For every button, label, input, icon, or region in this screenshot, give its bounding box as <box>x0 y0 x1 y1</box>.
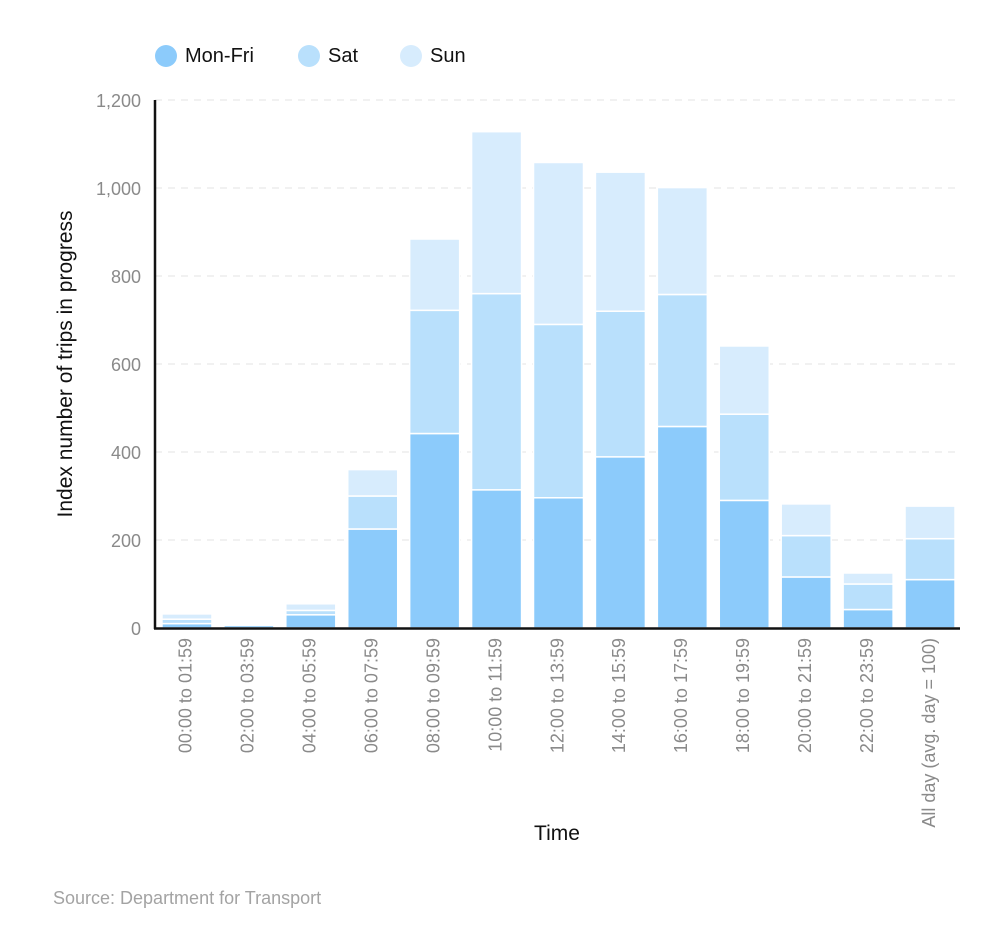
bar-sun-6[interactable] <box>470 130 523 295</box>
x-tick-label: 14:00 to 15:59 <box>609 638 629 753</box>
y-tick-label: 800 <box>111 267 141 287</box>
bar-sat-6[interactable] <box>470 292 523 491</box>
y-tick-label: 400 <box>111 443 141 463</box>
bar-mon-fri-3[interactable] <box>285 614 337 629</box>
bar-sat-13[interactable] <box>904 537 956 581</box>
bar-sun-10[interactable] <box>718 345 771 415</box>
y-axis-title: Index number of trips in progress <box>54 211 77 518</box>
bar-mon-fri-7[interactable] <box>532 497 585 629</box>
bar-mon-fri-6[interactable] <box>470 489 523 629</box>
bar-mon-fri-13[interactable] <box>904 578 956 629</box>
x-tick-label: 12:00 to 13:59 <box>547 638 567 753</box>
legend-label-mon-fri: Mon-Fri <box>185 44 254 67</box>
bar-sat-4[interactable] <box>346 495 399 530</box>
bar-sat-9[interactable] <box>656 293 709 428</box>
y-tick-label: 600 <box>111 355 141 375</box>
bar-mon-fri-11[interactable] <box>780 576 832 629</box>
bar-sun-9[interactable] <box>656 186 709 296</box>
bar-mon-fri-10[interactable] <box>718 499 771 629</box>
x-tick-label: 00:00 to 01:59 <box>176 638 196 753</box>
legend-label-sun: Sun <box>430 44 466 67</box>
bar-sat-7[interactable] <box>532 323 585 499</box>
bar-mon-fri-5[interactable] <box>408 432 461 629</box>
bar-sun-4[interactable] <box>346 468 399 497</box>
bar-sat-5[interactable] <box>408 309 461 435</box>
y-tick-labels: 0 200 400 600 800 1,000 1,200 <box>96 91 141 639</box>
bar-sun-2[interactable] <box>223 621 275 625</box>
legend-swatch-sun <box>400 45 422 67</box>
y-tick-label: 1,000 <box>96 179 141 199</box>
legend-item-sat[interactable]: Sat <box>298 42 358 70</box>
bar-sat-10[interactable] <box>718 413 771 502</box>
source-note: Source: Department for Transport <box>53 888 322 908</box>
bar-sun-12[interactable] <box>842 572 894 585</box>
bar-sun-1[interactable] <box>161 613 213 620</box>
bar-sun-5[interactable] <box>408 238 461 312</box>
bar-sat-12[interactable] <box>842 583 894 611</box>
gridlines <box>155 99 960 541</box>
y-tick-label: 0 <box>131 619 141 639</box>
bar-sun-7[interactable] <box>532 161 585 326</box>
bar-mon-fri-4[interactable] <box>346 528 399 629</box>
y-tick-label: 1,200 <box>96 91 141 111</box>
bar-sun-8[interactable] <box>594 171 647 312</box>
x-tick-label: 06:00 to 07:59 <box>361 638 381 753</box>
x-tick-label: 18:00 to 19:59 <box>733 638 753 753</box>
bar-mon-fri-8[interactable] <box>594 456 647 629</box>
x-tick-label: 04:00 to 05:59 <box>300 638 320 753</box>
bars <box>161 130 956 629</box>
x-tick-label: 08:00 to 09:59 <box>423 638 443 753</box>
legend-swatch-mon-fri <box>155 45 177 67</box>
y-tick-label: 200 <box>111 531 141 551</box>
legend-swatch-sat <box>298 45 320 67</box>
axes <box>153 100 960 630</box>
x-tick-label: All day (avg. day = 100) <box>919 638 939 828</box>
bar-mon-fri-12[interactable] <box>842 608 894 629</box>
legend-item-sun[interactable]: Sun <box>400 42 466 70</box>
x-tick-label: 02:00 to 03:59 <box>238 638 258 753</box>
bar-sun-13[interactable] <box>904 505 956 540</box>
x-tick-label: 22:00 to 23:59 <box>857 638 877 753</box>
bar-sat-11[interactable] <box>780 534 832 578</box>
x-axis-title: Time <box>534 822 580 845</box>
bar-mon-fri-9[interactable] <box>656 425 709 629</box>
x-tick-labels: 00:00 to 01:59 02:00 to 03:59 04:00 to 05:… <box>176 638 939 828</box>
legend-label-sat: Sat <box>328 44 359 67</box>
x-tick-label: 10:00 to 11:59 <box>485 638 505 752</box>
bar-sun-11[interactable] <box>780 503 832 537</box>
legend-item-mon-fri[interactable]: Mon-Fri <box>155 42 254 70</box>
x-tick-label: 20:00 to 21:59 <box>795 638 815 753</box>
bar-sat-8[interactable] <box>594 310 647 458</box>
bar-sun-3[interactable] <box>285 603 337 612</box>
x-tick-label: 16:00 to 17:59 <box>671 638 691 753</box>
